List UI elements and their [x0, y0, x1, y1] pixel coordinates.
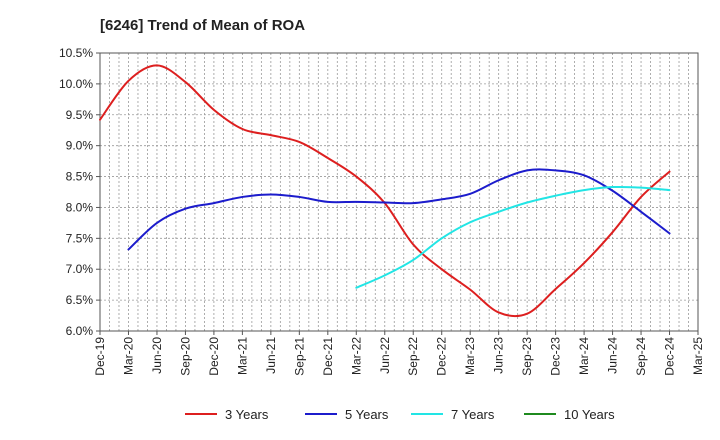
series-line-5-years: [127, 168, 671, 251]
y-tick-label: 6.5%: [66, 293, 94, 307]
y-tick-label: 10.5%: [59, 46, 93, 60]
x-tick-label: Jun-21: [264, 337, 278, 374]
y-tick-label: 7.0%: [66, 262, 94, 276]
legend-label-3-years: 3 Years: [225, 407, 269, 422]
x-tick-label: Sep-21: [292, 337, 306, 376]
x-tick-label: Sep-22: [406, 337, 420, 376]
y-tick-label: 9.5%: [66, 108, 94, 122]
x-tick-label: Mar-21: [235, 337, 249, 375]
x-tick-label: Jun-24: [606, 337, 620, 374]
x-tick-label: Mar-23: [463, 337, 477, 375]
x-tick-label: Sep-24: [634, 337, 648, 376]
x-tick-label: Dec-23: [549, 337, 563, 376]
x-tick-label: Sep-20: [178, 337, 192, 376]
y-tick-label: 7.5%: [66, 231, 94, 245]
x-tick-label: Dec-20: [207, 337, 221, 376]
y-tick-label: 9.0%: [66, 139, 94, 153]
y-tick-label: 6.0%: [66, 324, 94, 338]
y-tick-label: 8.0%: [66, 200, 94, 214]
y-tick-labels: 6.0% 6.5% 7.0% 7.5% 8.0% 8.5% 9.0% 9.5% 10.0% 10.…: [59, 46, 93, 338]
series-line-7-years: [355, 185, 671, 289]
x-tick-label: Dec-22: [435, 337, 449, 376]
y-tick-label: 8.5%: [66, 170, 94, 184]
x-tick-label: Mar-25: [691, 337, 705, 375]
x-tick-label: Sep-23: [520, 337, 534, 376]
x-tick-label: Dec-19: [93, 337, 107, 376]
x-tick-label: Dec-21: [321, 337, 335, 376]
series-lines: [99, 64, 671, 318]
plot-area: [100, 53, 698, 331]
x-tick-label: Mar-22: [349, 337, 363, 375]
legend-label-5-years: 5 Years: [345, 407, 389, 422]
x-tick-label: Jun-20: [150, 337, 164, 374]
x-tick-labels: Dec-19 Mar-20 Jun-20 Sep-20 Dec-20 Mar-21 Jun-…: [93, 337, 705, 376]
chart-title: [6246] Trend of Mean of ROA: [100, 17, 305, 34]
y-tick-label: 10.0%: [59, 77, 93, 91]
x-tick-label: Jun-22: [378, 337, 392, 374]
x-tick-label: Mar-24: [577, 337, 591, 375]
x-tick-label: Mar-20: [121, 337, 135, 375]
legend-label-7-years: 7 Years: [451, 407, 495, 422]
x-tick-label: Jun-23: [492, 337, 506, 374]
legend: 3 Years 5 Years 7 Years 10 Years: [185, 407, 615, 422]
grid-lines: [99, 52, 699, 332]
axes: [96, 52, 699, 335]
plot-frame: [99, 52, 699, 332]
x-tick-label: Dec-24: [663, 337, 677, 376]
legend-label-10-years: 10 Years: [564, 407, 615, 422]
